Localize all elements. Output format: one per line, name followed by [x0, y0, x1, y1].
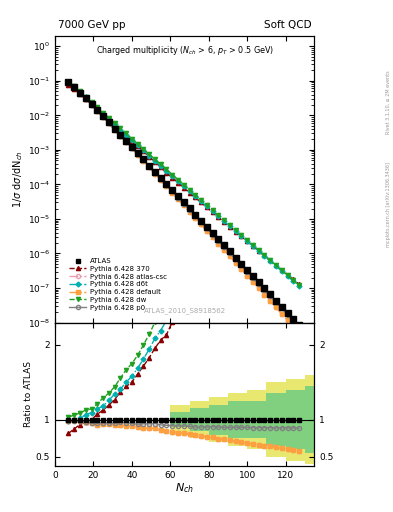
Text: Soft QCD: Soft QCD [264, 20, 312, 30]
Text: ATLAS_2010_S8918562: ATLAS_2010_S8918562 [144, 307, 226, 314]
Text: 7000 GeV pp: 7000 GeV pp [58, 20, 125, 30]
Y-axis label: Ratio to ATLAS: Ratio to ATLAS [24, 361, 33, 427]
Legend: ATLAS, Pythia 6.428 370, Pythia 6.428 atlas-csc, Pythia 6.428 d6t, Pythia 6.428 : ATLAS, Pythia 6.428 370, Pythia 6.428 at… [66, 255, 170, 313]
Text: Charged multiplicity ($N_{ch}$ > 6, $p_T$ > 0.5 GeV): Charged multiplicity ($N_{ch}$ > 6, $p_T… [95, 45, 274, 57]
X-axis label: $N_{ch}$: $N_{ch}$ [175, 481, 194, 495]
Text: Rivet 3.1.10, ≥ 2M events: Rivet 3.1.10, ≥ 2M events [386, 71, 391, 134]
Y-axis label: 1/$\sigma$ d$\sigma$/dN$_{ch}$: 1/$\sigma$ d$\sigma$/dN$_{ch}$ [11, 151, 25, 208]
Text: mcplots.cern.ch [arXiv:1306.3436]: mcplots.cern.ch [arXiv:1306.3436] [386, 162, 391, 247]
